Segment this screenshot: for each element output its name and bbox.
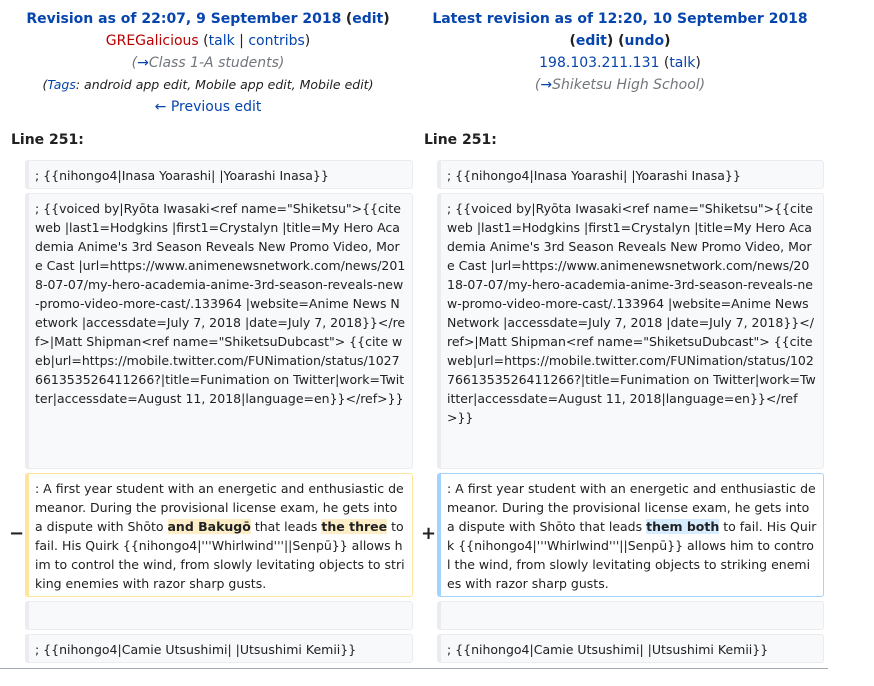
right-context-nihongo-inasa: ; {{nihongo4|Inasa Yoarashi| |Yoarashi I… xyxy=(437,160,824,189)
paren-close: ) xyxy=(383,11,390,27)
old-user-link[interactable]: GREGalicious xyxy=(105,33,199,49)
old-revision-header: Revision as of 22:07, 9 September 2018 (… xyxy=(0,8,416,118)
new-edit-link[interactable]: edit xyxy=(575,33,607,49)
left-context-nihongo-camie: ; {{nihongo4|Camie Utsushimi| |Utsushimi… xyxy=(25,634,413,663)
previous-edit-link[interactable]: ← Previous edit xyxy=(154,99,262,115)
left-context-empty xyxy=(25,601,413,630)
new-revision-title-line: Latest revision as of 12:20, 10 Septembe… xyxy=(414,8,826,30)
deleted-line-marker: − xyxy=(9,523,25,544)
new-revision-header: Latest revision as of 12:20, 10 Septembe… xyxy=(414,8,826,96)
left-context-voiced-by: ; {{voiced by|Ryōta Iwasaki<ref name="Sh… xyxy=(25,193,413,469)
old-section-arrow-link[interactable]: → xyxy=(137,55,149,71)
left-line-number: Line 251: xyxy=(11,132,84,148)
paren-open: ( xyxy=(345,11,353,27)
tags-link[interactable]: Tags xyxy=(47,77,76,92)
new-section-arrow-link[interactable]: → xyxy=(540,77,553,93)
added-highlight: them both xyxy=(646,519,720,534)
undo-link[interactable]: undo xyxy=(624,33,665,49)
old-revision-title-line: Revision as of 22:07, 9 September 2018 (… xyxy=(0,8,416,30)
deleted-text: to fail. His Quirk {{nihongo4|'''Whirlwi… xyxy=(35,519,405,591)
old-tags-line: (Tags: android app edit, Mobile app edit… xyxy=(42,77,374,92)
tags-list: android app edit, Mobile app edit, Mobil… xyxy=(84,77,369,92)
deleted-highlight: the three xyxy=(321,519,388,534)
deleted-text: : A first year student with an energetic… xyxy=(35,481,404,534)
previous-edit-line: ← Previous edit xyxy=(0,96,416,118)
old-talk-link[interactable]: talk xyxy=(208,33,235,49)
old-user-line: GREGalicious (talk | contribs) xyxy=(105,33,311,49)
added-text: to fail. His Quirk {{nihongo4|'''Whirlwi… xyxy=(447,519,817,591)
new-actions-line: (edit) (undo) xyxy=(569,33,671,49)
old-edit-summary: (→Class 1-A students) xyxy=(131,55,285,71)
added-line: : A first year student with an energetic… xyxy=(437,473,824,597)
ip-user-link[interactable]: 198.103.211.131 xyxy=(539,55,660,71)
new-talk-link[interactable]: talk xyxy=(669,55,696,71)
deleted-line: : A first year student with an energetic… xyxy=(25,473,413,597)
new-section-comment: Shiketsu High School xyxy=(552,77,700,93)
old-contribs-link[interactable]: contribs xyxy=(248,33,305,49)
new-revision-link[interactable]: Latest revision as of 12:20, 10 Septembe… xyxy=(432,11,808,27)
new-user-line: 198.103.211.131 (talk) xyxy=(539,55,701,71)
added-line-marker: + xyxy=(421,523,437,544)
deleted-text: that leads xyxy=(250,519,322,534)
right-context-voiced-by: ; {{voiced by|Ryōta Iwasaki<ref name="Sh… xyxy=(437,193,824,469)
content-divider xyxy=(0,668,828,669)
new-edit-summary: (→Shiketsu High School) xyxy=(534,77,706,93)
added-text: : A first year student with an energetic… xyxy=(447,481,816,534)
old-revision-link[interactable]: Revision as of 22:07, 9 September 2018 xyxy=(26,11,342,27)
right-context-nihongo-camie: ; {{nihongo4|Camie Utsushimi| |Utsushimi… xyxy=(437,634,824,663)
left-context-nihongo-inasa: ; {{nihongo4|Inasa Yoarashi| |Yoarashi I… xyxy=(25,160,413,189)
right-context-empty xyxy=(437,601,824,630)
right-line-number: Line 251: xyxy=(424,132,497,148)
deleted-highlight: and Bakugō xyxy=(167,519,251,534)
old-edit-link[interactable]: edit xyxy=(352,11,384,27)
old-section-comment: Class 1-A students xyxy=(148,55,279,71)
